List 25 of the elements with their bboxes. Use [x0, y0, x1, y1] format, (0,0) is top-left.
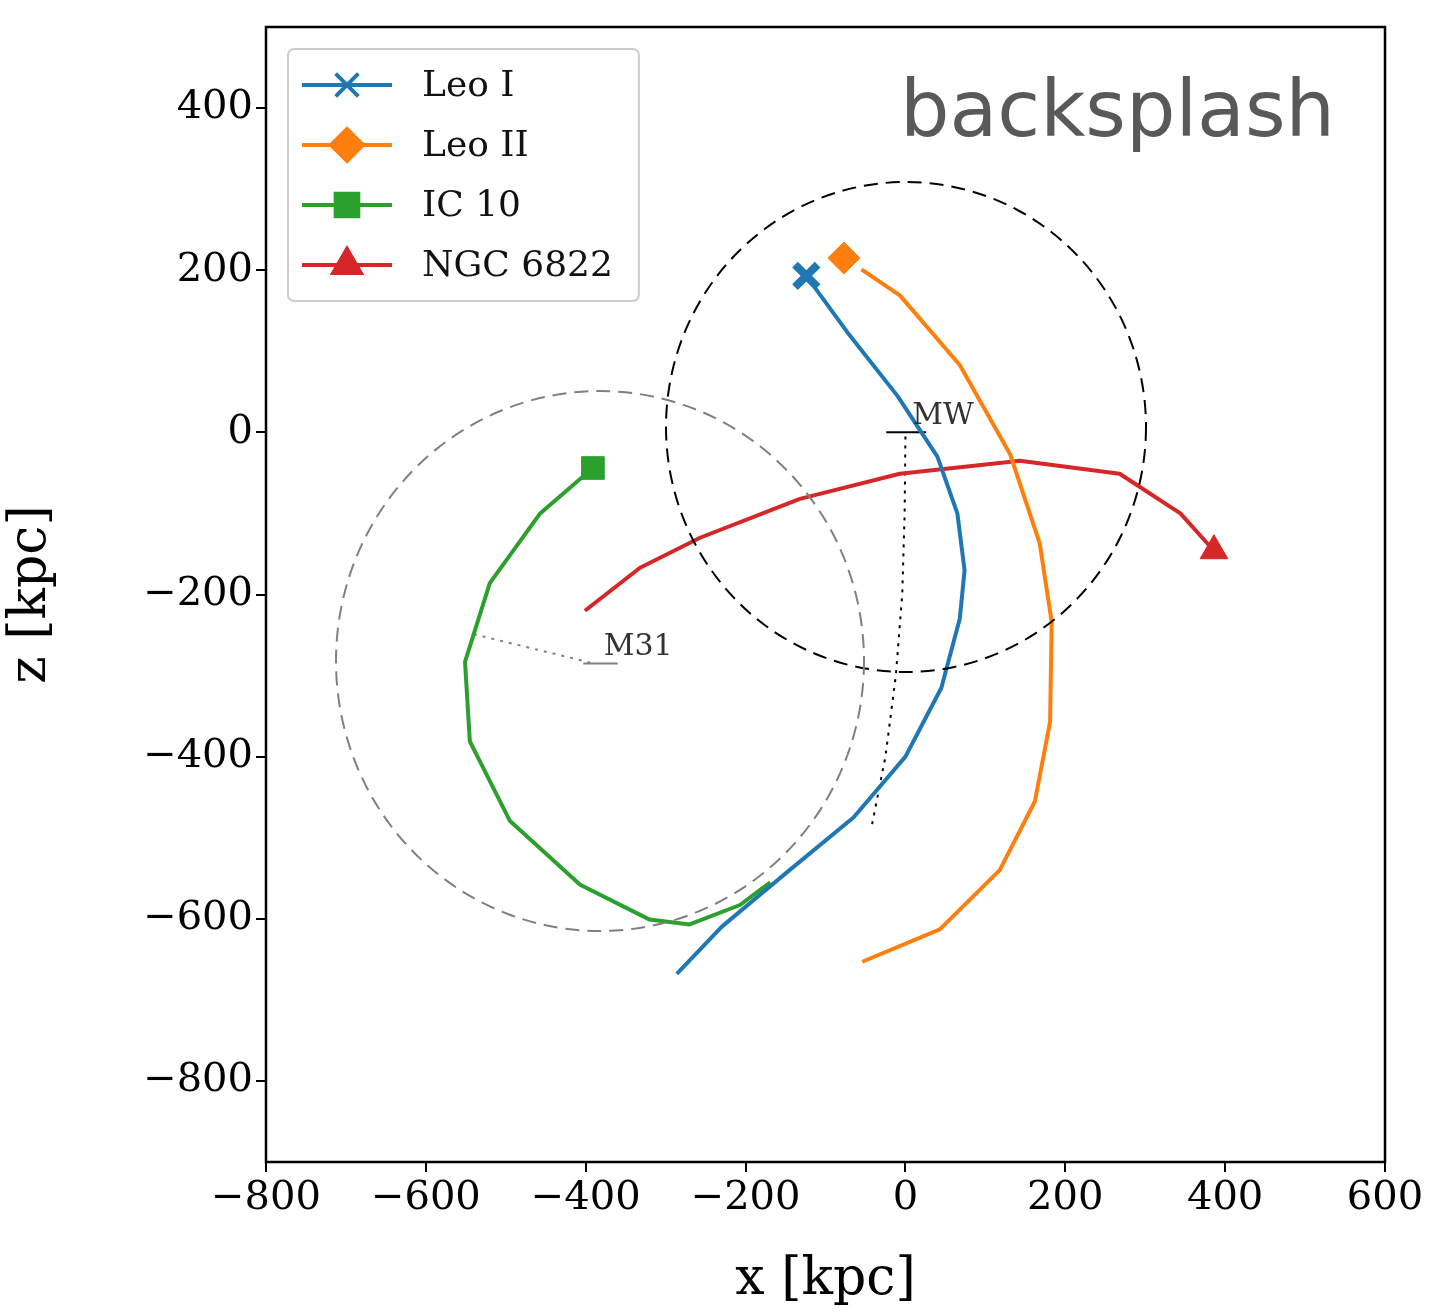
legend-label: Leo II: [422, 123, 529, 165]
legend-label: NGC 6822: [422, 243, 613, 285]
x-axis-title: x [kpc]: [735, 1246, 916, 1307]
annotation: M31: [603, 627, 673, 663]
line-series: [870, 435, 907, 827]
x-tick-label: 200: [1027, 1172, 1104, 1219]
annotation: backsplash: [899, 64, 1335, 155]
legend-label: IC 10: [422, 183, 522, 225]
y-tick-label: −400: [143, 730, 253, 777]
x-tick-label: 400: [1186, 1172, 1264, 1219]
y-tick-label: −200: [143, 567, 253, 614]
y-tick-label: 400: [176, 81, 253, 128]
y-tick-label: 200: [176, 243, 253, 290]
x-tick-label: 600: [1346, 1172, 1424, 1219]
x-tick-label: −800: [211, 1172, 321, 1219]
y-tick-label: −800: [143, 1054, 253, 1101]
y-axis-title: z [kpc]: [0, 505, 57, 684]
legend-label: Leo I: [422, 63, 515, 105]
x-tick-label: −600: [370, 1172, 481, 1219]
x-tick-label: 0: [892, 1172, 919, 1219]
y-tick-label: 0: [227, 405, 253, 452]
x-tick-label: −200: [690, 1172, 801, 1219]
y-tick-label: −600: [143, 892, 253, 939]
annotation: MW: [912, 396, 974, 432]
x-tick-label: −400: [530, 1172, 641, 1219]
